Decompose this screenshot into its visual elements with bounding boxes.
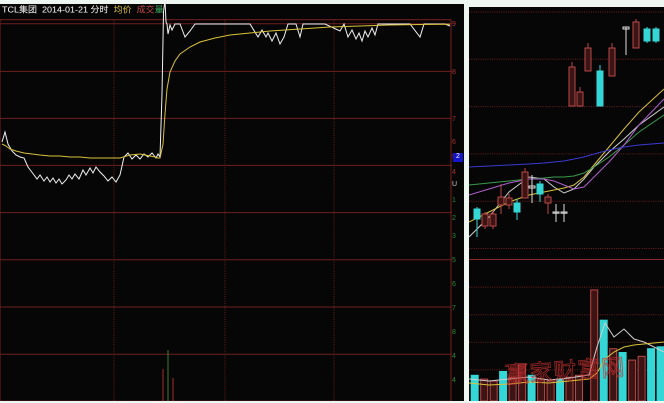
svg-text:赢家财富网: 赢家财富网: [505, 354, 627, 388]
